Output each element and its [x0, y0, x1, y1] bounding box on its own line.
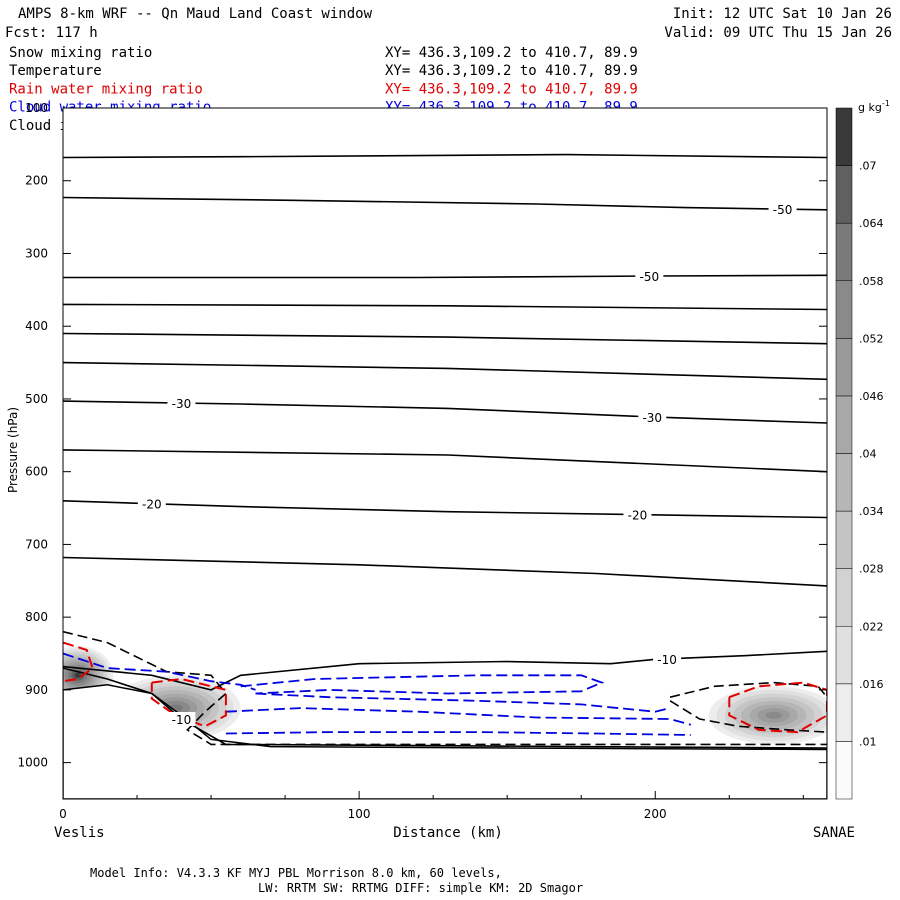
isotherm-label-bg	[635, 269, 664, 284]
colorbar-swatch	[835, 626, 853, 685]
cloud-water-contour	[240, 674, 605, 695]
y-tick-label: 800	[25, 610, 48, 624]
valid-time: Valid: 09 UTC Thu 15 Jan 26	[664, 25, 892, 41]
colorbar-swatch	[835, 568, 853, 627]
colorbar-tick-label: .028	[859, 563, 884, 576]
temperature-isotherm	[63, 449, 827, 473]
field-label: Temperature	[9, 63, 102, 79]
field-label: Rain water mixing ratio	[9, 81, 203, 97]
x-start-label: Veslis	[54, 825, 105, 841]
snow-shade-ring	[765, 711, 782, 719]
isotherm-label: -20	[142, 498, 162, 512]
contour-layer	[63, 153, 827, 799]
y-tick-label: 900	[25, 683, 48, 697]
colorbar-tick-label: .022	[859, 620, 884, 633]
isotherm-label: -10	[172, 713, 192, 727]
field-xy: XY= 436.3,109.2 to 410.7, 89.9	[385, 81, 638, 97]
y-axis-label: Pressure (hPa)	[6, 407, 20, 493]
colorbar-unit: g kg-1	[858, 99, 890, 114]
colorbar-tick-label: .064	[859, 217, 884, 230]
x-axis: 0 100 200	[59, 791, 804, 821]
colorbar-tick-label: .016	[859, 678, 884, 691]
field-xy: XY= 436.3,109.2 to 410.7, 89.9	[385, 45, 638, 61]
colorbar-swatch	[835, 338, 853, 397]
isotherm-label-bg	[653, 651, 682, 666]
colorbar-swatch	[835, 280, 853, 339]
plot-frame	[62, 107, 828, 800]
colorbar-swatch	[835, 395, 853, 454]
model-info: Model Info: V4.3.3 KF MYJ PBL Morrison 8…	[90, 866, 502, 880]
isotherm-label-bg	[167, 711, 196, 726]
y-tick-label: 600	[25, 465, 48, 479]
colorbar-swatch	[835, 510, 853, 569]
cloud-water-contour	[225, 731, 691, 736]
temperature-isotherm	[63, 196, 827, 211]
forecast-hour: Fcst: 117 h	[5, 25, 98, 41]
colorbar-swatch	[835, 107, 853, 166]
isotherm-label-bg	[638, 410, 667, 425]
colorbar-tick-label: .052	[859, 332, 884, 345]
x-tick-label: 100	[348, 807, 371, 821]
colorbar-tick-label: .046	[859, 390, 884, 403]
isotherm-label: -30	[642, 411, 662, 425]
colorbar-swatch	[835, 741, 853, 800]
temperature-isotherm	[63, 332, 827, 345]
temperature-isotherm	[63, 303, 827, 311]
colorbar-swatch	[835, 683, 853, 742]
colorbar-swatch	[835, 453, 853, 512]
x-end-label: SANAE	[813, 825, 855, 841]
x-tick-label: 0	[59, 807, 67, 821]
x-axis-label: Distance (km)	[393, 825, 503, 841]
isotherm-label-bg	[623, 507, 652, 522]
x-tick-label: 200	[644, 807, 667, 821]
y-tick-label: 700	[25, 537, 48, 551]
isotherm-label: -30	[172, 397, 192, 411]
physics-info: LW: RRTM SW: RRTMG DIFF: simple KM: 2D S…	[258, 881, 583, 895]
chart-title: AMPS 8-km WRF -- Qn Maud Land Coast wind…	[18, 6, 373, 22]
y-tick-label: 100	[25, 101, 48, 115]
isotherm-label: -10	[657, 653, 677, 667]
y-tick-label: 1000	[17, 756, 48, 770]
cloud-ice-contour	[63, 630, 827, 746]
y-tick-label: 300	[25, 246, 48, 260]
cloud-water-contour	[225, 707, 692, 726]
temperature-isotherm	[63, 153, 827, 159]
colorbar-tick-label: .01	[859, 735, 877, 748]
isotherm-label-bg	[167, 396, 196, 411]
temperature-isotherm	[63, 361, 827, 381]
contour-labels: -50 -50 -30 -30 -20 -20 -10 -10	[137, 202, 797, 727]
cloud-ice-contour	[669, 700, 827, 733]
colorbar-tick-label: .04	[859, 448, 877, 461]
cloud-water-contour	[255, 692, 671, 713]
y-axis: 100 200 300 400 500 600 700 800 900 1000	[17, 101, 827, 770]
rain-water-contour	[63, 641, 94, 683]
temperature-isotherm	[63, 274, 827, 279]
rain-water-contour	[150, 677, 227, 728]
colorbar-swatch	[835, 165, 853, 224]
temperature-isotherm	[63, 556, 827, 587]
isotherm-label: -20	[628, 509, 648, 523]
y-tick-label: 400	[25, 319, 48, 333]
colorbar-tick-label: .034	[859, 505, 884, 518]
temperature-isotherm	[63, 650, 827, 691]
y-tick-label: 200	[25, 174, 48, 188]
colorbar-tick-label: .07	[859, 160, 877, 173]
isotherm-label: -50	[773, 203, 793, 217]
y-tick-label: 500	[25, 392, 48, 406]
colorbar-swatch	[835, 222, 853, 281]
isotherm-label-bg	[137, 496, 166, 511]
field-label: Snow mixing ratio	[9, 45, 152, 61]
isotherm-label-bg	[768, 202, 797, 217]
terrain-surface	[63, 684, 827, 799]
snow-shade-ring	[74, 672, 82, 678]
isotherm-label: -50	[640, 270, 660, 284]
init-time: Init: 12 UTC Sat 10 Jan 26	[673, 6, 892, 22]
colorbar-tick-label: .058	[859, 275, 884, 288]
field-xy: XY= 436.3,109.2 to 410.7, 89.9	[385, 63, 638, 79]
colorbar: .01 .016 .022 .028 .034 .04 .046 .052 .058 .064 .0…	[835, 107, 884, 800]
